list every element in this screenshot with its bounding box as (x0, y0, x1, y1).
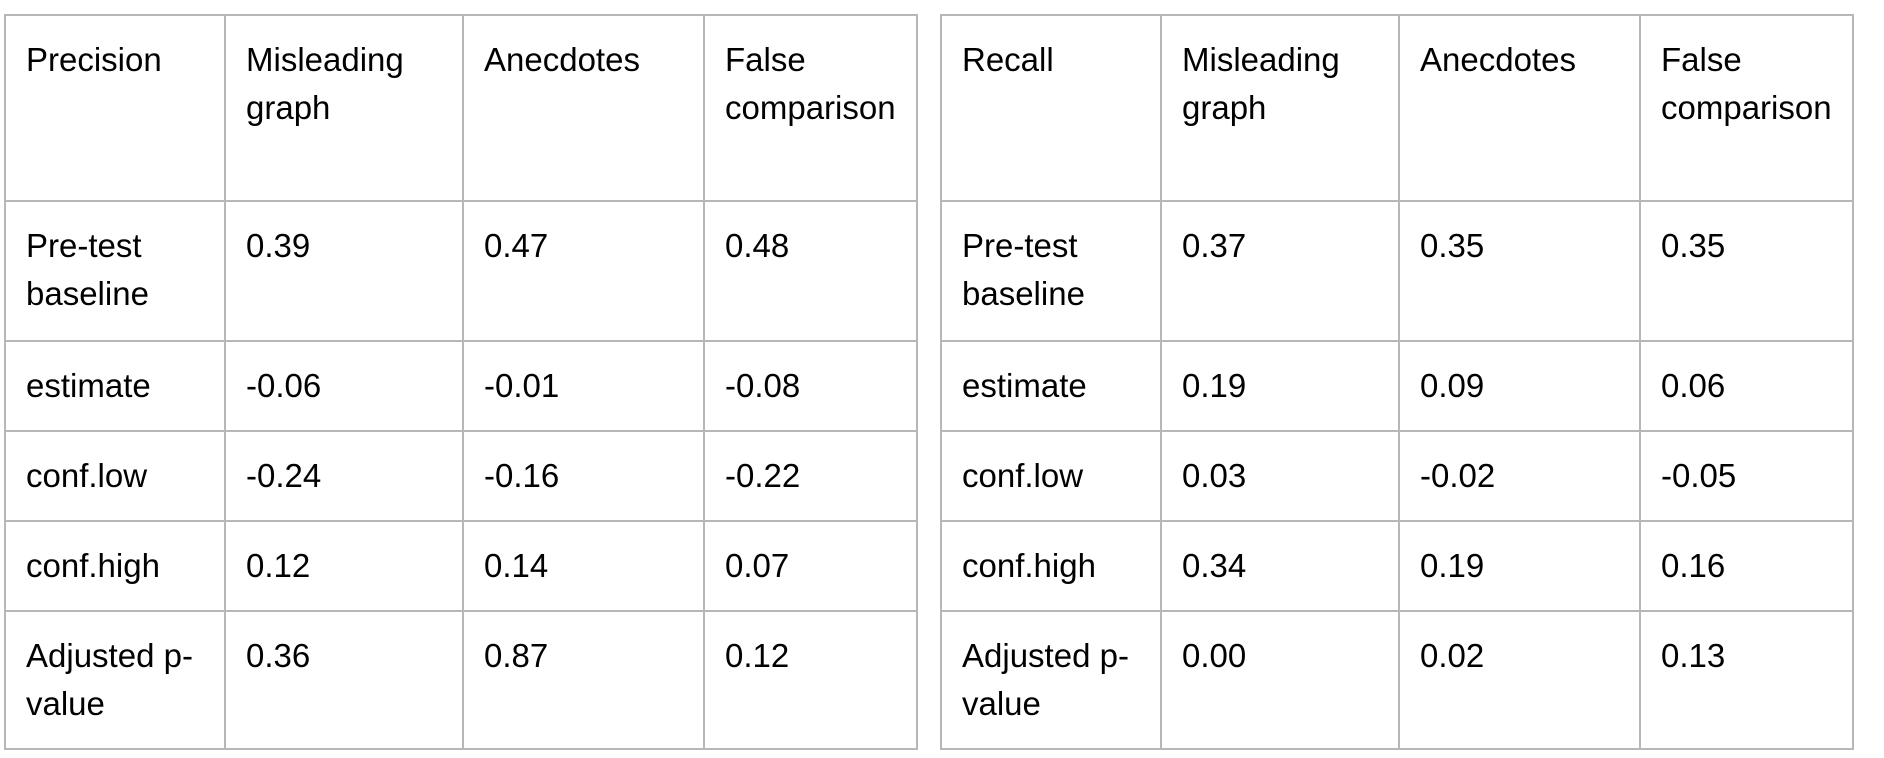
value-cell: -0.24 (224, 430, 464, 522)
header-cell: Misleading graph (1160, 14, 1400, 202)
value-cell: -0.05 (1639, 430, 1854, 522)
header-cell: Recall (940, 14, 1162, 202)
table-header-row: Precision Misleading graph Anecdotes Fal… (4, 14, 918, 202)
header-cell: Precision (4, 14, 226, 202)
value-cell: 0.36 (224, 610, 464, 750)
value-cell: 0.14 (462, 520, 705, 612)
value-cell: 0.47 (462, 200, 705, 342)
value-cell: 0.34 (1160, 520, 1400, 612)
value-cell: -0.01 (462, 340, 705, 432)
row-label-cell: Adjusted p-value (4, 610, 226, 750)
table-row: estimate -0.06 -0.01 -0.08 (4, 340, 918, 432)
value-cell: 0.00 (1160, 610, 1400, 750)
row-label-cell: conf.high (940, 520, 1162, 612)
value-cell: 0.37 (1160, 200, 1400, 342)
value-cell: -0.06 (224, 340, 464, 432)
value-cell: 0.13 (1639, 610, 1854, 750)
table-row: Adjusted p-value 0.00 0.02 0.13 (940, 610, 1854, 750)
row-label-cell: Pre-test baseline (940, 200, 1162, 342)
value-cell: 0.87 (462, 610, 705, 750)
row-label-cell: conf.low (4, 430, 226, 522)
row-label-cell: conf.high (4, 520, 226, 612)
recall-table: Recall Misleading graph Anecdotes False … (940, 14, 1854, 750)
value-cell: 0.39 (224, 200, 464, 342)
value-cell: 0.07 (703, 520, 918, 612)
value-cell: 0.16 (1639, 520, 1854, 612)
table-header-row: Recall Misleading graph Anecdotes False … (940, 14, 1854, 202)
header-cell: False comparison (703, 14, 918, 202)
table-row: conf.low 0.03 -0.02 -0.05 (940, 430, 1854, 522)
header-cell: Anecdotes (462, 14, 705, 202)
header-cell: False comparison (1639, 14, 1854, 202)
row-label-cell: estimate (4, 340, 226, 432)
value-cell: 0.48 (703, 200, 918, 342)
row-label-cell: conf.low (940, 430, 1162, 522)
value-cell: 0.09 (1398, 340, 1641, 432)
value-cell: -0.16 (462, 430, 705, 522)
header-cell: Anecdotes (1398, 14, 1641, 202)
table-row: Adjusted p-value 0.36 0.87 0.12 (4, 610, 918, 750)
row-label-cell: Pre-test baseline (4, 200, 226, 342)
value-cell: 0.19 (1398, 520, 1641, 612)
value-cell: 0.12 (703, 610, 918, 750)
row-label-cell: estimate (940, 340, 1162, 432)
precision-table: Precision Misleading graph Anecdotes Fal… (4, 14, 918, 750)
value-cell: -0.22 (703, 430, 918, 522)
value-cell: -0.08 (703, 340, 918, 432)
table-row: Pre-test baseline 0.39 0.47 0.48 (4, 200, 918, 342)
table-row: conf.high 0.12 0.14 0.07 (4, 520, 918, 612)
value-cell: 0.03 (1160, 430, 1400, 522)
table-row: conf.high 0.34 0.19 0.16 (940, 520, 1854, 612)
value-cell: 0.06 (1639, 340, 1854, 432)
row-label-cell: Adjusted p-value (940, 610, 1162, 750)
value-cell: 0.02 (1398, 610, 1641, 750)
table-row: estimate 0.19 0.09 0.06 (940, 340, 1854, 432)
value-cell: 0.35 (1639, 200, 1854, 342)
value-cell: -0.02 (1398, 430, 1641, 522)
value-cell: 0.19 (1160, 340, 1400, 432)
table-row: Pre-test baseline 0.37 0.35 0.35 (940, 200, 1854, 342)
value-cell: 0.35 (1398, 200, 1641, 342)
value-cell: 0.12 (224, 520, 464, 612)
table-row: conf.low -0.24 -0.16 -0.22 (4, 430, 918, 522)
header-cell: Misleading graph (224, 14, 464, 202)
